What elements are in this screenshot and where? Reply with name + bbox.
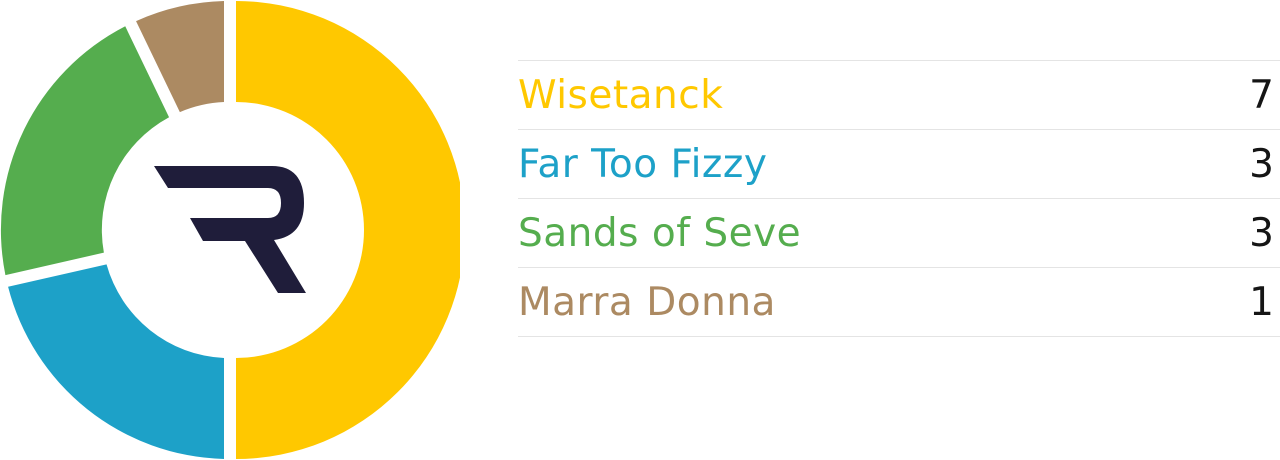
slice-marra-donna xyxy=(136,1,224,113)
slice-far-too-fizzy xyxy=(8,264,225,459)
legend-label: Far Too Fizzy xyxy=(518,141,768,187)
legend-item: Wisetanck 7 xyxy=(518,61,1280,130)
legend-label: Sands of Seve xyxy=(518,210,802,256)
slice-wisetanck xyxy=(236,1,460,459)
center-logo-r xyxy=(154,166,306,293)
slice-sands-of-seve xyxy=(0,26,170,276)
legend-item: Sands of Seve 3 xyxy=(518,199,1280,268)
legend-value: 3 xyxy=(1249,210,1274,256)
legend-item: Far Too Fizzy 3 xyxy=(518,130,1280,199)
legend-item: Marra Donna 1 xyxy=(518,268,1280,337)
legend-value: 1 xyxy=(1249,279,1274,325)
legend-label: Wisetanck xyxy=(518,72,724,118)
legend-value: 3 xyxy=(1249,141,1274,187)
legend: Wisetanck 7 Far Too Fizzy 3 Sands of Seve 3 Ma… xyxy=(518,60,1280,337)
legend-label: Marra Donna xyxy=(518,279,776,325)
donut-chart xyxy=(0,1,460,459)
legend-value: 7 xyxy=(1249,72,1274,118)
